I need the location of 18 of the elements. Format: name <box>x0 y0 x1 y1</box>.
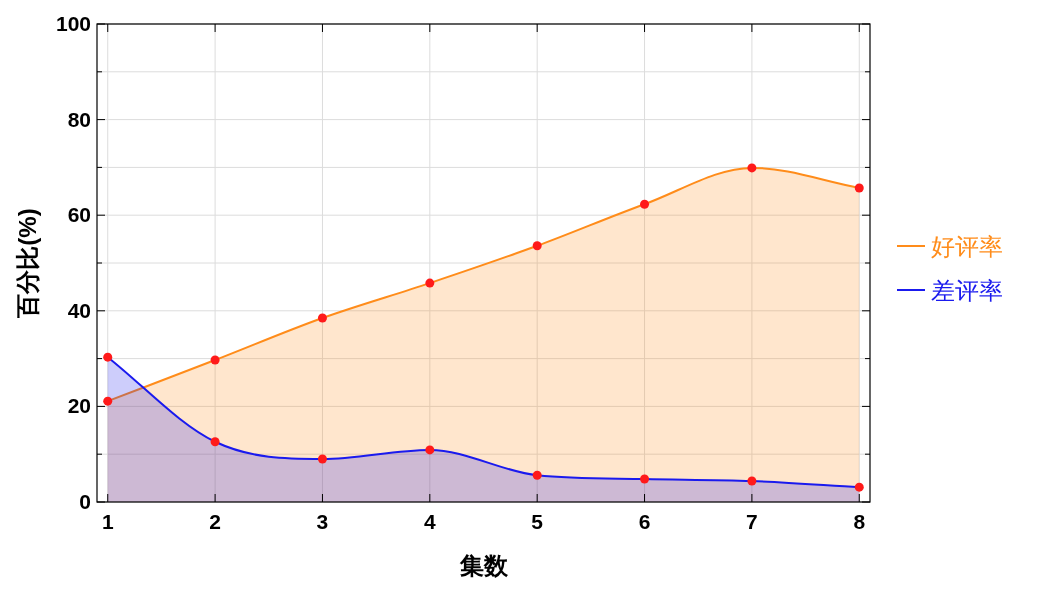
x-axis-title: 集数 <box>458 552 509 579</box>
y-tick-label: 20 <box>67 394 91 418</box>
y-tick-label: 40 <box>67 298 91 322</box>
x-tick-label: 7 <box>746 510 758 533</box>
y-tick-label: 100 <box>55 12 91 35</box>
x-tick-label: 3 <box>316 510 329 533</box>
legend-label: 好评率 <box>931 233 1003 260</box>
y-tick-label: 60 <box>67 203 91 227</box>
x-tick-label: 1 <box>101 510 114 533</box>
legend-label: 差评率 <box>931 277 1003 304</box>
y-tick-label: 80 <box>67 107 91 131</box>
y-axis-title: 百分比(%) <box>14 208 41 319</box>
x-tick-label: 4 <box>423 510 436 533</box>
x-tick-label: 2 <box>209 510 221 533</box>
x-tick-label: 8 <box>853 510 866 533</box>
y-tick-label: 0 <box>79 490 91 513</box>
x-tick-label: 6 <box>638 510 651 533</box>
x-tick-label: 5 <box>531 510 544 533</box>
